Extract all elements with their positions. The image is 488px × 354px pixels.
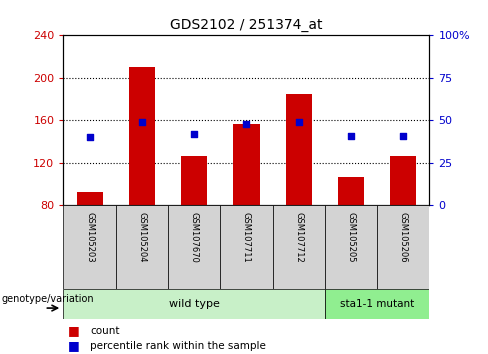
Text: GSM105203: GSM105203	[85, 212, 94, 263]
Text: wild type: wild type	[169, 298, 220, 309]
Bar	[63, 289, 325, 319]
Text: sta1-1 mutant: sta1-1 mutant	[340, 298, 414, 309]
Text: GSM107670: GSM107670	[190, 212, 199, 263]
Text: GSM105206: GSM105206	[399, 212, 408, 263]
Text: ■: ■	[68, 325, 80, 337]
Point	[243, 121, 250, 127]
Bar	[273, 205, 325, 289]
Bar	[325, 205, 377, 289]
Text: GSM107711: GSM107711	[242, 212, 251, 263]
Point	[295, 119, 303, 125]
Bar	[233, 124, 260, 205]
Bar	[325, 289, 429, 319]
Point	[190, 131, 198, 137]
Bar	[390, 156, 416, 205]
Bar	[77, 192, 102, 205]
Bar	[129, 67, 155, 205]
Bar	[63, 205, 116, 289]
Text: GSM107712: GSM107712	[294, 212, 303, 263]
Title: GDS2102 / 251374_at: GDS2102 / 251374_at	[170, 18, 323, 32]
Point	[399, 133, 407, 138]
Bar	[181, 156, 207, 205]
Bar	[377, 205, 429, 289]
Bar	[285, 94, 312, 205]
Bar	[338, 177, 364, 205]
Text: genotype/variation: genotype/variation	[1, 294, 94, 304]
Text: GSM105204: GSM105204	[137, 212, 146, 262]
Point	[138, 119, 146, 125]
Text: count: count	[90, 326, 120, 336]
Text: percentile rank within the sample: percentile rank within the sample	[90, 341, 266, 351]
Bar	[168, 205, 220, 289]
Point	[347, 133, 355, 138]
Text: ■: ■	[68, 339, 80, 352]
Point	[86, 135, 94, 140]
Text: GSM105205: GSM105205	[346, 212, 356, 262]
Bar	[116, 205, 168, 289]
Bar	[220, 205, 273, 289]
